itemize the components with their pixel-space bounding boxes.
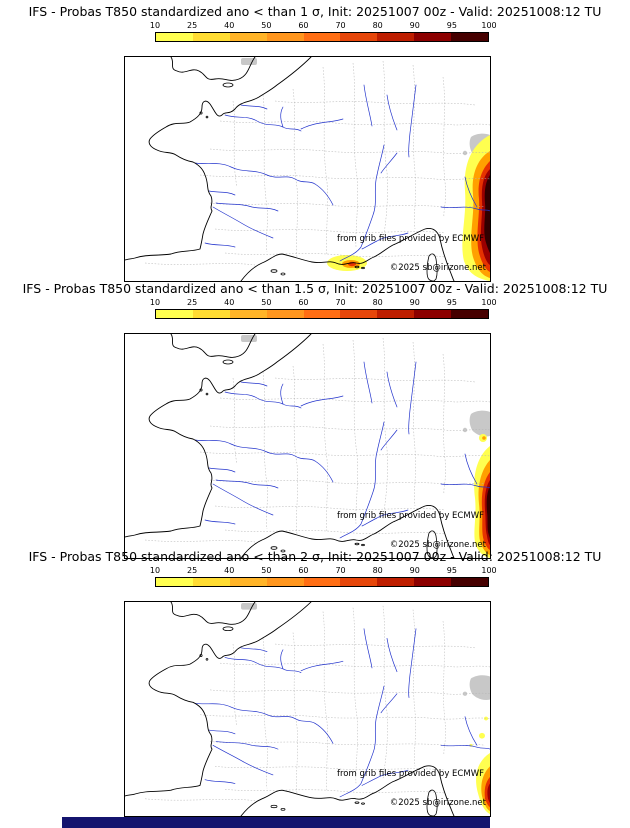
colorbar-tick: 10 xyxy=(149,566,161,575)
colorbar-gradient xyxy=(155,32,489,42)
colorbar-tick: 50 xyxy=(261,298,272,307)
provider-credit: from grib files provided by ECMWF xyxy=(337,511,484,521)
colorbar-tick: 10 xyxy=(149,298,161,307)
colorbar-tick: 60 xyxy=(298,21,309,30)
colorbar-tick: 25 xyxy=(187,298,198,307)
colorbar-tick: 90 xyxy=(409,298,420,307)
provider-credit: from grib files provided by ECMWF xyxy=(337,769,484,779)
anomaly-blobs-mid xyxy=(474,434,490,558)
probability-map: from grib files provided by ECMWF ©2025 … xyxy=(124,333,491,559)
colorbar: 10 25 40 50 60 70 80 90 95 100 xyxy=(150,298,497,319)
panel-title: IFS - Probas T850 standardized ano < tha… xyxy=(28,4,602,19)
colorbar: 10 25 40 50 60 70 80 90 95 100 xyxy=(150,566,497,587)
copyright-credit: ©2025 sb@irizone.net xyxy=(389,540,486,550)
colorbar-tick: 70 xyxy=(335,566,346,575)
colorbar-segment xyxy=(156,310,193,318)
colorbar-tick: 40 xyxy=(224,298,235,307)
colorbar-tick: 80 xyxy=(372,298,383,307)
colorbar-tick: 95 xyxy=(446,21,457,30)
colorbar-segment xyxy=(340,310,378,318)
colorbar-tick: 90 xyxy=(409,21,420,30)
colorbar-segment xyxy=(377,578,415,586)
colorbar-segment xyxy=(156,33,193,41)
colorbar-segment xyxy=(377,310,415,318)
colorbar-segment xyxy=(377,33,415,41)
colorbar-tick: 50 xyxy=(261,21,272,30)
colorbar-tick: 100 xyxy=(481,21,497,30)
anomaly-blobs-high xyxy=(327,135,490,281)
colorbar-ticks: 10 25 40 50 60 70 80 90 95 100 xyxy=(150,566,497,576)
colorbar-tick: 40 xyxy=(224,21,235,30)
colorbar-tick: 70 xyxy=(335,298,346,307)
colorbar-segment xyxy=(414,578,452,586)
panel-sigma-2: IFS - Probas T850 standardized ano < tha… xyxy=(0,545,630,821)
colorbar-segment xyxy=(229,33,267,41)
colorbar-segment xyxy=(303,310,341,318)
colorbar-tick: 100 xyxy=(481,566,497,575)
colorbar-segment xyxy=(192,578,230,586)
colorbar-segment xyxy=(340,578,378,586)
colorbar-segment xyxy=(451,578,489,586)
colorbar-ticks: 10 25 40 50 60 70 80 90 95 100 xyxy=(150,21,497,31)
colorbar-segment xyxy=(451,33,489,41)
colorbar-tick: 80 xyxy=(372,21,383,30)
colorbar-tick: 25 xyxy=(187,21,198,30)
colorbar-tick: 10 xyxy=(149,21,161,30)
colorbar-tick: 95 xyxy=(446,298,457,307)
colorbar-tick: 100 xyxy=(481,298,497,307)
colorbar-segment xyxy=(340,33,378,41)
colorbar-segment xyxy=(451,310,489,318)
probability-map: from grib files provided by ECMWF ©2025 … xyxy=(124,601,491,817)
colorbar-tick: 90 xyxy=(409,566,420,575)
copyright-credit: ©2025 sb@irizone.net xyxy=(389,798,486,808)
colorbar: 10 25 40 50 60 70 80 90 95 100 xyxy=(150,21,497,42)
panel-sigma-1-5: IFS - Probas T850 standardized ano < tha… xyxy=(0,277,630,559)
panel-sigma-1: IFS - Probas T850 standardized ano < tha… xyxy=(0,0,630,282)
colorbar-tick: 70 xyxy=(335,21,346,30)
colorbar-segment xyxy=(266,310,304,318)
colorbar-segment xyxy=(229,578,267,586)
panel-title: IFS - Probas T850 standardized ano < tha… xyxy=(22,281,608,296)
provider-credit: from grib files provided by ECMWF xyxy=(337,234,484,244)
colorbar-tick: 95 xyxy=(446,566,457,575)
colorbar-segment xyxy=(414,310,452,318)
colorbar-segment xyxy=(303,578,341,586)
colorbar-segment xyxy=(229,310,267,318)
colorbar-tick: 80 xyxy=(372,566,383,575)
colorbar-segment xyxy=(303,33,341,41)
colorbar-tick: 40 xyxy=(224,566,235,575)
anomaly-blobs-low xyxy=(469,716,490,815)
colorbar-tick: 25 xyxy=(187,566,198,575)
colorbar-segment xyxy=(266,578,304,586)
colorbar-tick: 50 xyxy=(261,566,272,575)
colorbar-tick: 60 xyxy=(298,566,309,575)
footer-bar xyxy=(62,817,490,828)
colorbar-gradient xyxy=(155,577,489,587)
colorbar-tick: 60 xyxy=(298,298,309,307)
colorbar-segment xyxy=(266,33,304,41)
probability-map: from grib files provided by ECMWF ©2025 … xyxy=(124,56,491,282)
colorbar-segment xyxy=(414,33,452,41)
colorbar-ticks: 10 25 40 50 60 70 80 90 95 100 xyxy=(150,298,497,308)
panel-title: IFS - Probas T850 standardized ano < tha… xyxy=(28,549,602,564)
colorbar-segment xyxy=(156,578,193,586)
colorbar-gradient xyxy=(155,309,489,319)
colorbar-segment xyxy=(192,310,230,318)
colorbar-segment xyxy=(192,33,230,41)
copyright-credit: ©2025 sb@irizone.net xyxy=(389,263,486,273)
